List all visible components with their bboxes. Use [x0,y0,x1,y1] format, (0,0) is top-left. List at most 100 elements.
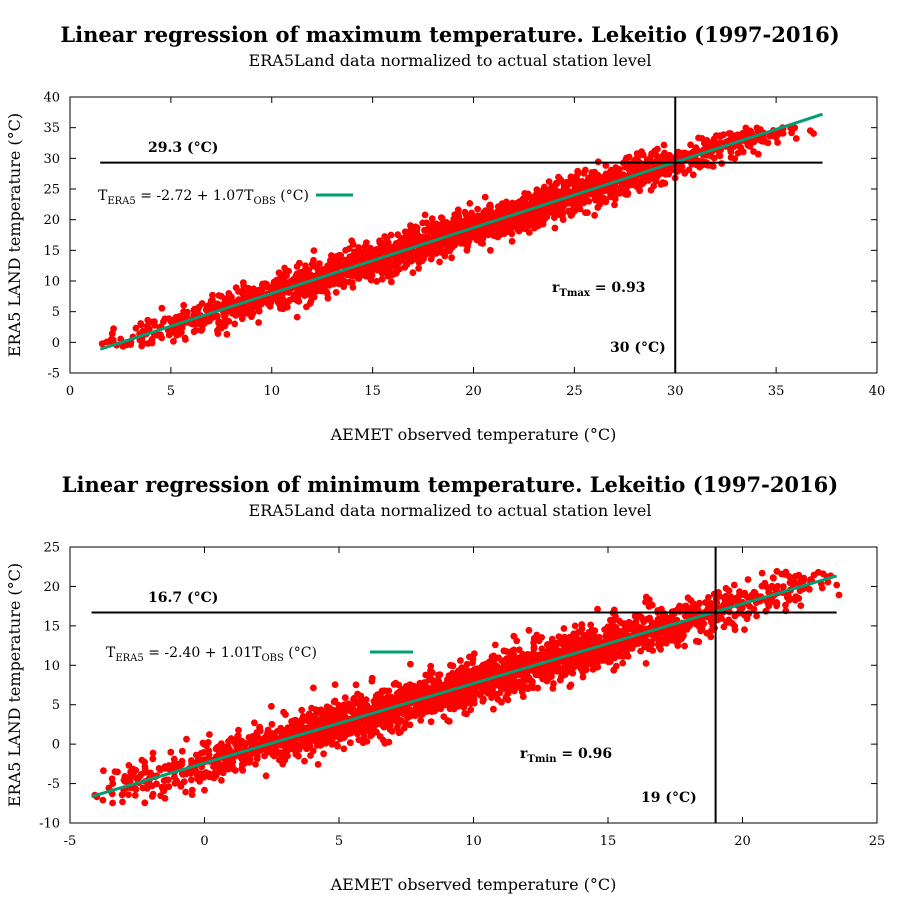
correlation-label: rTmax = 0.93 [552,280,645,299]
data-point [560,625,568,632]
data-point [650,630,658,638]
data-point [458,235,466,243]
data-point [727,599,735,606]
data-point [538,645,546,653]
data-point [134,775,142,782]
data-point [385,259,393,266]
data-point [457,675,464,682]
data-point [407,256,414,264]
data-point [221,760,229,768]
data-point [529,678,536,686]
data-point [100,767,107,775]
data-point [571,635,579,643]
data-point [438,220,446,228]
y-tick-label: 10 [43,275,60,290]
data-point [550,659,558,667]
data-point [171,773,178,781]
data-point [509,199,516,207]
data-point [619,629,627,637]
data-point [232,741,240,749]
data-point [513,637,521,645]
data-point [535,652,543,660]
data-point [504,228,511,236]
data-point [600,187,607,195]
data-point [533,671,541,679]
data-point [559,216,567,224]
data-point [387,231,395,239]
data-point [245,284,252,292]
data-point [519,671,527,679]
data-point [491,641,499,649]
data-point [273,742,280,749]
data-point [281,740,289,748]
data-point [524,653,532,661]
data-point [600,654,608,661]
data-point [168,329,176,336]
data-point [570,663,578,671]
data-point [320,750,327,758]
data-point [310,247,318,255]
data-point [379,736,387,744]
data-point [450,677,457,684]
data-point [539,220,547,228]
data-point [340,281,347,288]
data-point [399,251,407,259]
data-point [609,185,617,193]
data-point [750,605,758,613]
data-point [781,571,789,578]
data-point [151,318,158,326]
data-point [577,665,585,673]
data-point [342,246,349,254]
data-point [289,729,297,737]
data-point [270,284,278,292]
data-point [125,762,133,769]
data-point [309,747,317,755]
y-tick-label: 25 [43,183,60,198]
data-point [341,694,349,702]
data-point [327,257,335,265]
data-point [767,132,775,140]
data-point [538,634,545,641]
data-point [178,324,186,332]
data-point [695,638,703,646]
data-point [608,620,616,628]
data-point [195,303,203,311]
data-point [810,130,817,137]
data-point [591,168,599,176]
data-point [308,292,315,300]
data-point [519,212,527,220]
data-point [373,277,381,285]
legend-entry: TERA5 = -2.72 + 1.07TOBS (°C) [98,188,309,207]
data-point [410,683,418,691]
data-point [279,760,287,768]
data-point [384,696,391,703]
data-point [741,589,749,597]
data-point [109,336,117,344]
data-point [383,236,391,244]
x-tick-label: 25 [566,384,583,399]
data-point [167,748,175,756]
data-point [264,726,272,734]
data-point [275,269,283,277]
data-point [764,139,772,147]
data-point [149,749,157,757]
data-point [574,167,582,175]
data-point [329,728,336,736]
chart-title: Linear regression of minimum temperature… [62,472,838,497]
data-point [119,798,126,806]
data-point [689,600,697,607]
data-point [206,731,213,738]
data-point [734,131,741,139]
data-point [470,696,478,703]
data-point [109,799,116,807]
data-point [687,141,694,149]
data-point [158,334,166,342]
data-point [458,664,466,671]
data-point [744,141,752,149]
data-point [362,696,370,703]
data-point [409,269,417,276]
data-point [736,591,743,599]
data-point [579,198,587,206]
data-point [361,720,369,728]
data-point [428,676,436,684]
